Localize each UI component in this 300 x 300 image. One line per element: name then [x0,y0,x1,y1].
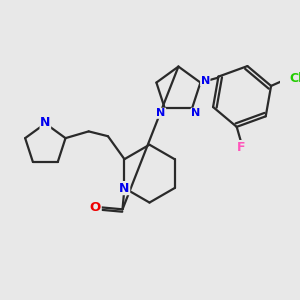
Text: O: O [90,201,101,214]
Text: N: N [119,182,130,195]
Text: F: F [237,141,246,154]
Text: N: N [40,116,50,129]
Text: N: N [156,108,166,118]
Text: N: N [191,108,200,118]
Text: Cl: Cl [290,72,300,85]
Text: N: N [201,76,210,85]
